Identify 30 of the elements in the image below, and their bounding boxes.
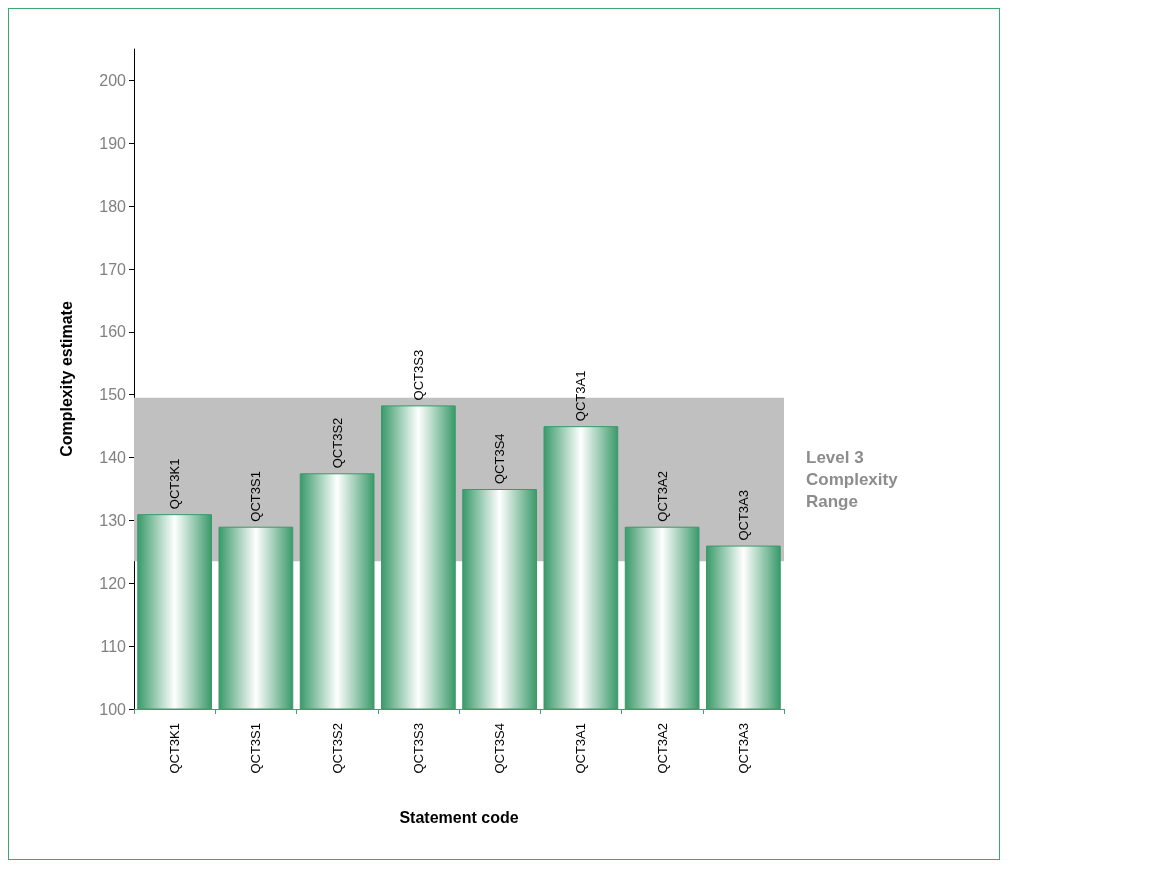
band-label: Level 3 Complexity Range <box>806 448 903 512</box>
y-tick-label: 140 <box>99 449 127 467</box>
data-label: QCT3A1 <box>573 370 589 422</box>
data-label: QCT3S3 <box>410 349 426 401</box>
y-tick-label: 180 <box>99 197 127 215</box>
y-tick-label: 170 <box>99 260 127 278</box>
x-tick-label: QCT3S2 <box>329 723 345 774</box>
x-tick-label: QCT3S4 <box>492 723 508 774</box>
y-tick-label: 200 <box>99 71 127 89</box>
y-axis-title: Complexity estimate <box>57 301 75 457</box>
data-label: QCT3S4 <box>492 433 508 484</box>
y-tick-label: 120 <box>99 574 127 592</box>
y-tick-label: 130 <box>99 511 127 529</box>
data-label: QCT3S2 <box>329 417 345 469</box>
data-label: QCT3A3 <box>735 489 751 541</box>
x-tick-label: QCT3A3 <box>735 723 751 774</box>
data-label: QCT3S1 <box>248 471 264 522</box>
data-label: QCT3A2 <box>654 471 670 522</box>
y-tick-label: 150 <box>99 386 127 404</box>
x-tick-label: QCT3A2 <box>654 723 670 774</box>
x-tick-label: QCT3S3 <box>410 723 426 774</box>
x-tick-label: QCT3S1 <box>248 723 264 774</box>
x-tick-label: QCT3A1 <box>573 723 589 774</box>
y-tick-label: 110 <box>100 637 127 655</box>
x-tick-label: QCT3K1 <box>167 723 183 774</box>
data-label: QCT3K1 <box>167 458 183 510</box>
x-axis-title: Statement code <box>399 808 519 826</box>
y-tick-label: 190 <box>99 134 127 152</box>
y-tick-label: 100 <box>99 700 127 718</box>
y-tick-label: 160 <box>99 323 127 341</box>
